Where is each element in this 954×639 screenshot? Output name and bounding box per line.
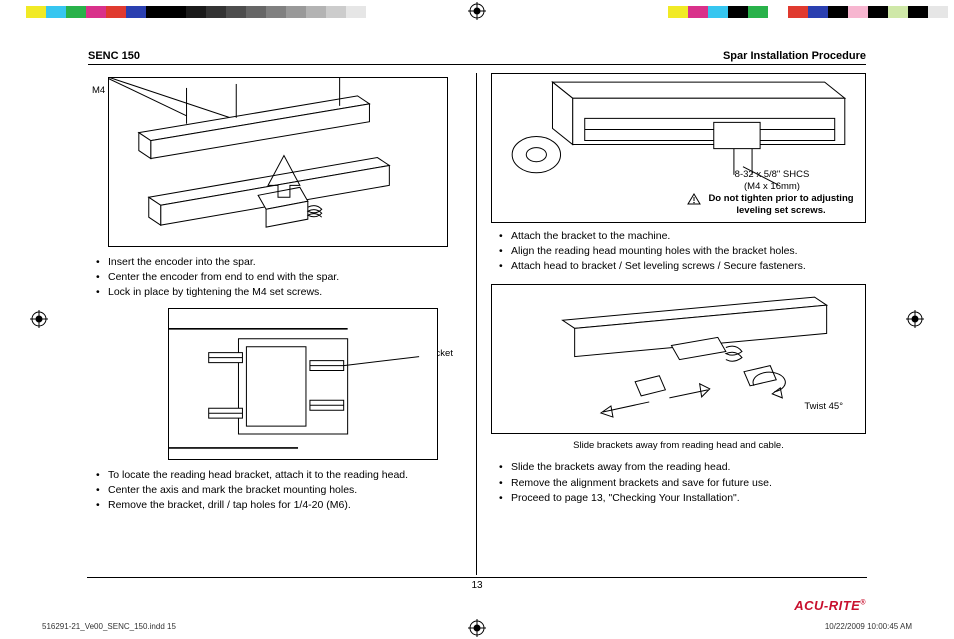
column-right: 8-32 x 5/8" SHCS (M4 x 16mm) Do not tigh… bbox=[477, 73, 866, 575]
list-item: Proceed to page 13, "Checking Your Insta… bbox=[499, 491, 866, 505]
slug-timestamp: 10/22/2009 10:00:45 AM bbox=[825, 622, 912, 631]
swatch bbox=[6, 6, 26, 18]
warning-text: Do not tighten prior to adjusting leveli… bbox=[705, 193, 857, 216]
swatch bbox=[206, 6, 226, 18]
swatch bbox=[126, 6, 146, 18]
swatch bbox=[928, 6, 948, 18]
page: SENC 150 Spar Installation Procedure M4 … bbox=[0, 0, 954, 639]
content-area: SENC 150 Spar Installation Procedure M4 … bbox=[88, 50, 866, 591]
registration-mark-icon bbox=[906, 310, 924, 328]
swatch bbox=[728, 6, 748, 18]
registration-mark-icon bbox=[30, 310, 48, 328]
figure-3: 8-32 x 5/8" SHCS (M4 x 16mm) Do not tigh… bbox=[491, 73, 866, 223]
swatch bbox=[848, 6, 868, 18]
columns: M4 x 8mm set screws bbox=[88, 73, 866, 575]
swatch bbox=[106, 6, 126, 18]
list-item: To locate the reading head bracket, atta… bbox=[96, 468, 466, 482]
page-header: SENC 150 Spar Installation Procedure bbox=[88, 50, 866, 65]
list-item: Remove the bracket, drill / tap holes fo… bbox=[96, 498, 466, 512]
swatch bbox=[146, 6, 166, 18]
swatch bbox=[46, 6, 66, 18]
fig2-bullets: To locate the reading head bracket, atta… bbox=[88, 468, 466, 513]
list-item: Slide the brackets away from the reading… bbox=[499, 460, 866, 474]
figure-1 bbox=[108, 77, 448, 247]
fig4-twist-label: Twist 45° bbox=[804, 401, 843, 412]
swatch bbox=[688, 6, 708, 18]
list-item: Insert the encoder into the spar. bbox=[96, 255, 466, 269]
fig3-callout: 8-32 x 5/8" SHCS (M4 x 16mm) Do not tigh… bbox=[687, 169, 857, 216]
list-item: Center the encoder from end to end with … bbox=[96, 270, 466, 284]
alignment-bracket-diagram-icon bbox=[492, 285, 865, 436]
fig4-caption: Slide brackets away from reading head an… bbox=[491, 440, 866, 453]
swatch bbox=[808, 6, 828, 18]
swatch bbox=[748, 6, 768, 18]
figure-4: Twist 45° bbox=[491, 284, 866, 434]
swatch bbox=[306, 6, 326, 18]
swatch bbox=[346, 6, 366, 18]
colorbar-right bbox=[668, 6, 948, 18]
encoder-spar-diagram-icon bbox=[109, 78, 447, 247]
colorbar-left bbox=[6, 6, 386, 18]
swatch bbox=[86, 6, 106, 18]
fig1-bullets: Insert the encoder into the spar. Center… bbox=[88, 255, 466, 300]
swatch bbox=[668, 6, 688, 18]
slug-file: 516291-21_Ve00_SENC_150.indd 15 bbox=[42, 622, 176, 631]
swatch bbox=[26, 6, 46, 18]
swatch bbox=[788, 6, 808, 18]
fig3-bullets: Attach the bracket to the machine. Align… bbox=[491, 229, 866, 274]
list-item: Attach head to bracket / Set leveling sc… bbox=[499, 259, 866, 273]
column-left: M4 x 8mm set screws bbox=[88, 73, 477, 575]
brand-logo: ACU-RITE® bbox=[794, 598, 866, 613]
callout-line: (M4 x 16mm) bbox=[687, 181, 857, 192]
registration-mark-icon bbox=[468, 619, 486, 637]
swatch bbox=[246, 6, 266, 18]
swatch bbox=[266, 6, 286, 18]
swatch bbox=[226, 6, 246, 18]
swatch bbox=[166, 6, 186, 18]
swatch bbox=[326, 6, 346, 18]
swatch bbox=[888, 6, 908, 18]
swatch bbox=[186, 6, 206, 18]
list-item: Align the reading head mounting holes wi… bbox=[499, 244, 866, 258]
swatch bbox=[828, 6, 848, 18]
list-item: Center the axis and mark the bracket mou… bbox=[96, 483, 466, 497]
list-item: Lock in place by tightening the M4 set s… bbox=[96, 285, 466, 299]
callout-line: 8-32 x 5/8" SHCS bbox=[687, 169, 857, 180]
swatch bbox=[366, 6, 386, 18]
list-item: Attach the bracket to the machine. bbox=[499, 229, 866, 243]
swatch bbox=[708, 6, 728, 18]
registration-mark-icon bbox=[468, 2, 486, 20]
header-left: SENC 150 bbox=[88, 50, 140, 62]
list-item: Remove the alignment brackets and save f… bbox=[499, 476, 866, 490]
header-right: Spar Installation Procedure bbox=[723, 50, 866, 62]
figure-2 bbox=[168, 308, 438, 460]
reading-head-bracket-diagram-icon bbox=[169, 309, 437, 460]
swatch bbox=[286, 6, 306, 18]
swatch bbox=[908, 6, 928, 18]
warning-icon bbox=[687, 193, 701, 205]
swatch bbox=[66, 6, 86, 18]
swatch bbox=[768, 6, 788, 18]
fig4-bullets: Slide the brackets away from the reading… bbox=[491, 460, 866, 505]
page-number: 13 bbox=[87, 577, 867, 591]
swatch bbox=[868, 6, 888, 18]
